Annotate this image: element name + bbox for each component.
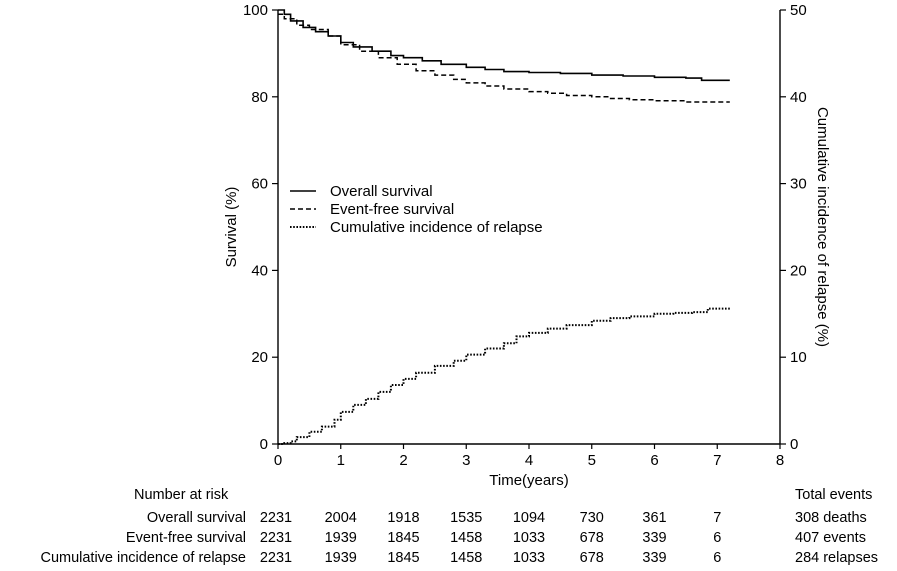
total-events-value: 407 events <box>795 530 866 546</box>
risk-table-header: Number at risk <box>134 487 229 503</box>
legend-label-cumulative-incidence-of-relapse: Cumulative incidence of relapse <box>330 219 543 236</box>
x-tick-label: 3 <box>462 452 470 469</box>
risk-cell: 1918 <box>387 510 419 526</box>
risk-cell: 678 <box>580 550 604 566</box>
y-tick-label: 0 <box>260 436 268 453</box>
risk-cell: 1458 <box>450 530 482 546</box>
risk-cell: 730 <box>580 510 604 526</box>
legend-label-overall-survival: Overall survival <box>330 183 433 200</box>
y2-tick-label: 10 <box>790 349 807 366</box>
axis-titles: Time(years) Survival (%) Cumulative inci… <box>223 107 831 489</box>
risk-cell: 1939 <box>325 530 357 546</box>
risk-cell: 1033 <box>513 550 545 566</box>
total-events-value: 308 deaths <box>795 510 867 526</box>
x-tick-label: 0 <box>274 452 282 469</box>
series-lines <box>278 9 731 445</box>
x-tick-label: 5 <box>588 452 596 469</box>
legend-label-event-free-survival: Event-free survival <box>330 201 454 218</box>
series-line-overall-survival <box>278 9 730 82</box>
x-axis-title: Time(years) <box>489 472 568 489</box>
risk-cell: 361 <box>642 510 666 526</box>
y2-tick-label: 50 <box>790 2 807 19</box>
x-tick-label: 1 <box>337 452 345 469</box>
y-tick-label: 60 <box>251 176 268 193</box>
y2-tick-label: 20 <box>790 262 807 279</box>
y-tick-label: 20 <box>251 349 268 366</box>
y2-axis-title: Cumulative incidence of relapse (%) <box>814 107 831 347</box>
y2-tick-label: 40 <box>790 89 807 106</box>
y2-tick-label: 30 <box>790 176 807 193</box>
risk-row-label: Cumulative incidence of relapse <box>40 550 246 566</box>
risk-cell: 2231 <box>260 530 292 546</box>
risk-cell: 6 <box>713 530 721 546</box>
y2-tick-label: 0 <box>790 436 798 453</box>
risk-cell: 6 <box>713 550 721 566</box>
x-tick-label: 2 <box>399 452 407 469</box>
y-tick-label: 80 <box>251 89 268 106</box>
risk-cell: 1033 <box>513 530 545 546</box>
risk-cell: 1845 <box>387 550 419 566</box>
x-tick-label: 4 <box>525 452 533 469</box>
risk-cell: 1094 <box>513 510 545 526</box>
x-tick-label: 8 <box>776 452 784 469</box>
y-axis-title: Survival (%) <box>223 187 240 268</box>
risk-cell: 2231 <box>260 550 292 566</box>
risk-cell: 1845 <box>387 530 419 546</box>
x-tick-label: 7 <box>713 452 721 469</box>
total-events-header: Total events <box>795 487 872 503</box>
total-events-value: 284 relapses <box>795 550 878 566</box>
risk-cell: 678 <box>580 530 604 546</box>
risk-table: Number at risk Overall survival 2231 2004 19… <box>40 487 878 566</box>
y-tick-label: 100 <box>243 2 268 19</box>
risk-cell: 339 <box>642 530 666 546</box>
risk-cell: 1535 <box>450 510 482 526</box>
series-line-cumulative-incidence-of-relapse <box>278 307 731 445</box>
risk-cell: 1458 <box>450 550 482 566</box>
x-tick-label: 6 <box>650 452 658 469</box>
risk-cell: 1939 <box>325 550 357 566</box>
risk-cell: 2231 <box>260 510 292 526</box>
risk-cell: 7 <box>713 510 721 526</box>
risk-cell: 339 <box>642 550 666 566</box>
risk-row-label: Event-free survival <box>126 530 246 546</box>
risk-cell: 2004 <box>325 510 357 526</box>
series-line-event-free-survival <box>278 13 730 103</box>
y-tick-label: 40 <box>251 262 268 279</box>
risk-row-label: Overall survival <box>147 510 246 526</box>
